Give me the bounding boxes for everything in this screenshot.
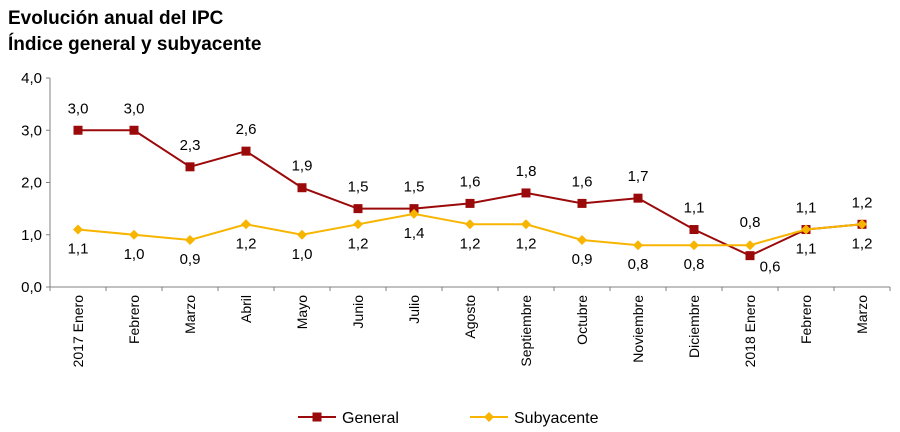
data-label: 1,2 bbox=[516, 235, 537, 252]
data-point-marker bbox=[129, 125, 139, 135]
data-label: 1,7 bbox=[628, 168, 649, 185]
data-point-marker bbox=[577, 198, 587, 208]
legend-label: General bbox=[342, 410, 399, 427]
data-point-marker bbox=[801, 224, 811, 235]
x-tick-label: Marzo bbox=[182, 295, 198, 334]
x-tick-label: Octubre bbox=[574, 295, 590, 345]
x-tick-label: Junio bbox=[350, 295, 366, 329]
data-label: 1,5 bbox=[404, 179, 425, 196]
data-label: 1,1 bbox=[796, 241, 817, 258]
data-point-marker bbox=[129, 229, 139, 240]
x-tick-label: Noviembre bbox=[630, 295, 646, 363]
data-point-marker bbox=[521, 219, 531, 230]
data-point-marker bbox=[689, 240, 699, 251]
data-point-marker bbox=[73, 224, 83, 235]
data-label: 1,2 bbox=[460, 235, 481, 252]
data-label: 1,5 bbox=[348, 179, 369, 196]
data-point-marker bbox=[241, 219, 251, 230]
data-point-marker bbox=[185, 162, 195, 172]
data-point-marker bbox=[465, 198, 475, 208]
data-label: 1,2 bbox=[852, 235, 873, 252]
data-point-marker bbox=[745, 251, 755, 261]
data-label: 1,1 bbox=[68, 241, 89, 258]
data-point-marker bbox=[409, 204, 419, 214]
x-tick-label: 2018 Enero bbox=[742, 295, 758, 368]
legend-marker bbox=[312, 412, 322, 422]
data-label: 0,6 bbox=[760, 259, 781, 276]
data-label: 0,8 bbox=[684, 256, 705, 273]
data-point-marker bbox=[689, 225, 699, 235]
y-tick-label: 4,0 bbox=[21, 70, 42, 87]
x-tick-label: 2017 Enero bbox=[70, 295, 86, 368]
data-label: 3,0 bbox=[124, 100, 145, 117]
data-point-marker bbox=[409, 208, 419, 219]
data-label: 0,9 bbox=[180, 251, 201, 268]
data-point-marker bbox=[857, 219, 867, 230]
data-label: 1,8 bbox=[516, 163, 537, 180]
data-label: 1,6 bbox=[460, 173, 481, 190]
x-tick-label: Diciembre bbox=[686, 295, 702, 358]
data-label: 1,2 bbox=[348, 235, 369, 252]
y-tick-label: 3,0 bbox=[21, 122, 42, 139]
data-point-marker bbox=[353, 219, 363, 230]
data-label: 1,1 bbox=[684, 200, 705, 217]
data-label: 1,4 bbox=[404, 225, 425, 242]
data-point-marker bbox=[745, 240, 755, 251]
data-point-marker bbox=[577, 234, 587, 245]
data-label: 1,2 bbox=[852, 194, 873, 211]
data-label: 1,1 bbox=[796, 200, 817, 217]
y-tick-label: 2,0 bbox=[21, 175, 42, 192]
data-label: 3,0 bbox=[68, 100, 89, 117]
data-label: 1,0 bbox=[124, 246, 145, 263]
data-point-marker bbox=[297, 183, 307, 193]
x-tick-label: Abril bbox=[238, 295, 254, 323]
x-tick-label: Septiembre bbox=[518, 295, 534, 367]
x-tick-label: Mayo bbox=[294, 295, 310, 329]
data-label: 0,8 bbox=[628, 256, 649, 273]
x-tick-label: Agosto bbox=[462, 295, 478, 339]
legend-label: Subyacente bbox=[514, 410, 599, 427]
data-point-marker bbox=[521, 188, 531, 198]
data-label: 1,2 bbox=[236, 235, 257, 252]
data-label: 1,9 bbox=[292, 158, 313, 175]
y-tick-label: 0,0 bbox=[21, 279, 42, 296]
data-point-marker bbox=[241, 146, 251, 156]
legend-marker bbox=[484, 412, 494, 422]
data-label: 1,0 bbox=[292, 246, 313, 263]
data-point-marker bbox=[353, 204, 363, 214]
data-point-marker bbox=[73, 125, 83, 135]
data-label: 2,6 bbox=[236, 121, 257, 138]
data-point-marker bbox=[465, 219, 475, 230]
chart-title: Evolución anual del IPC bbox=[8, 8, 224, 29]
y-tick-label: 1,0 bbox=[21, 227, 42, 244]
data-point-marker bbox=[297, 229, 307, 240]
data-label: 0,9 bbox=[572, 251, 593, 268]
data-point-marker bbox=[633, 240, 643, 251]
chart-subtitle: Índice general y subyacente bbox=[8, 34, 262, 55]
x-tick-label: Julio bbox=[406, 295, 422, 324]
x-tick-label: Febrero bbox=[798, 295, 814, 344]
data-label: 1,6 bbox=[572, 173, 593, 190]
data-label: 2,3 bbox=[180, 137, 201, 154]
x-tick-label: Febrero bbox=[126, 295, 142, 344]
data-label: 0,8 bbox=[740, 214, 761, 231]
data-point-marker bbox=[185, 234, 195, 245]
data-point-marker bbox=[633, 193, 643, 203]
x-tick-label: Marzo bbox=[854, 295, 870, 334]
